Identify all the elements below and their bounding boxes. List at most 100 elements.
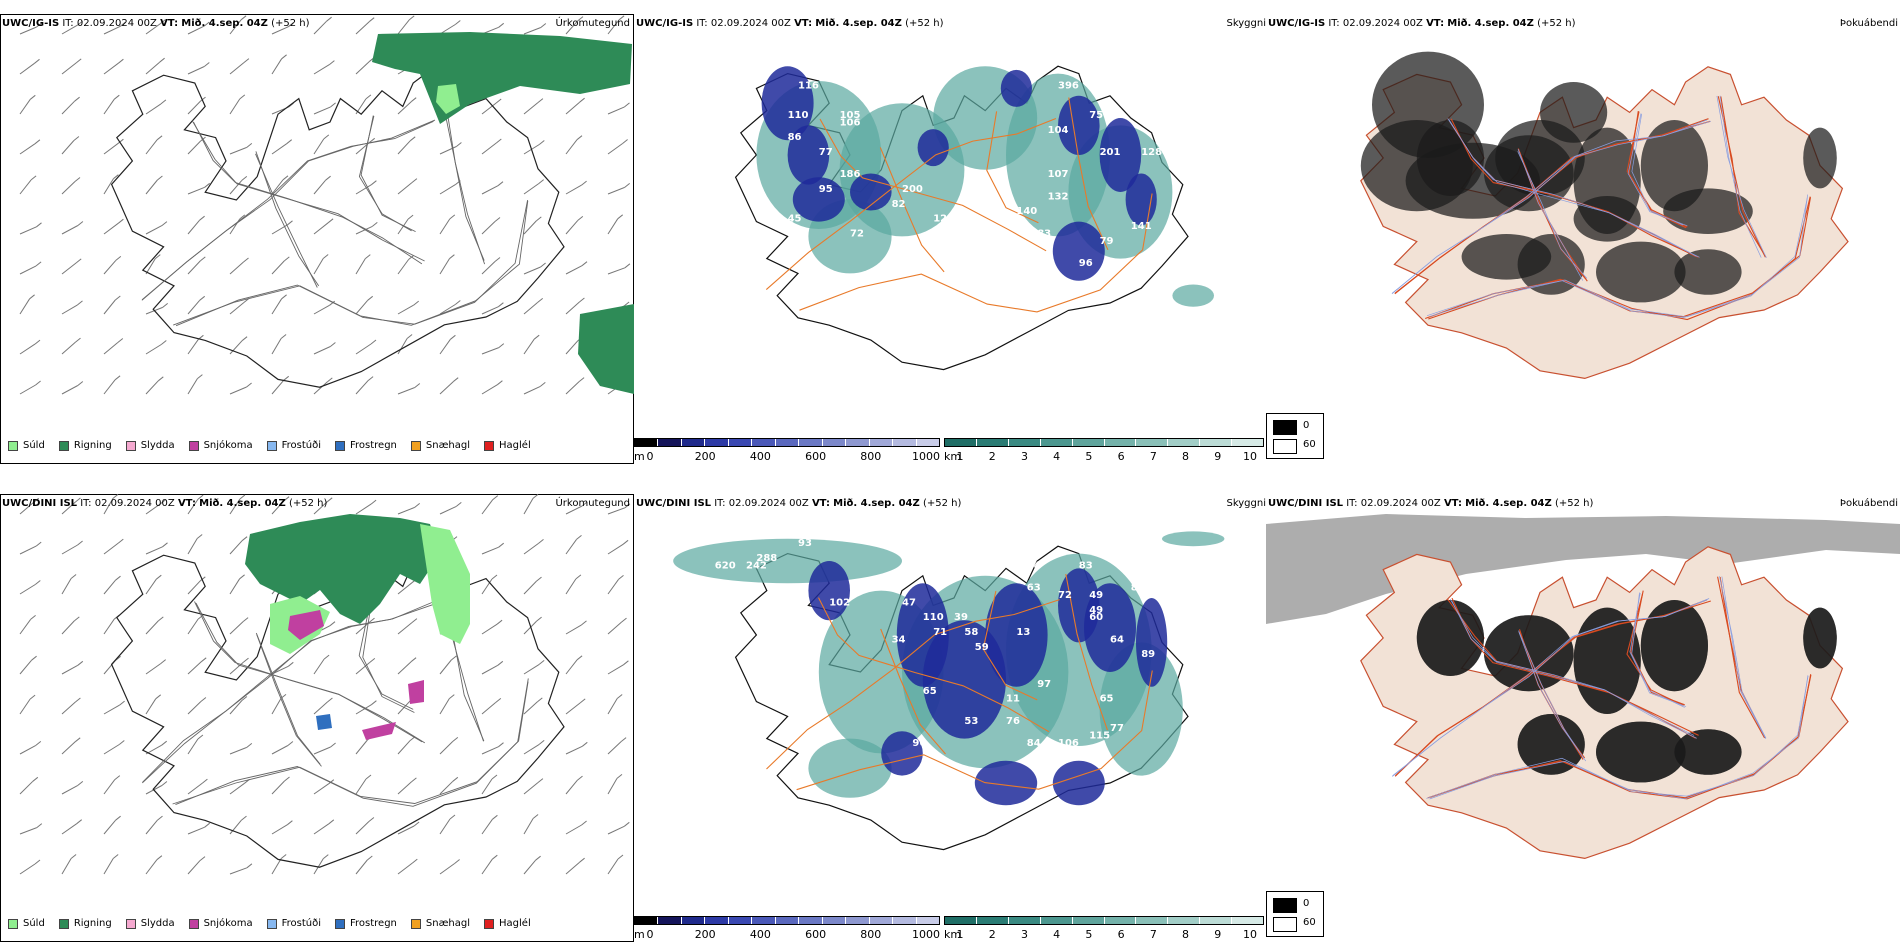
map-header: UWC/IG-IS IT: 02.09.2024 00Z VT: Mið. 4.…: [2, 18, 310, 29]
it-label: IT:: [80, 498, 92, 509]
init-time: 02.09.2024 00Z: [1342, 18, 1423, 29]
fog-map-top: [1360, 51, 1849, 380]
wind-barbs: [19, 15, 631, 395]
legend-label: Frostregn: [350, 440, 397, 451]
model-name: UWC/IG-IS: [636, 18, 694, 29]
legend-item-7: Haglél: [484, 440, 531, 451]
legend-item-5: Frostregn: [335, 440, 397, 451]
cloudbase-labels: 116 110 106 86 77 186 95 45 72 82 200 120 140 396 75 10…: [788, 80, 1163, 269]
cloudbase-areas: [761, 66, 1157, 281]
colorbar-segment: [976, 917, 1009, 924]
legend-label: Haglél: [499, 918, 531, 929]
legend-label: Frostúði: [281, 918, 321, 929]
fog-map-panel-bottom: UWC/DINI ISL IT: 02.09.2024 00Z VT: Mið.…: [1266, 494, 1900, 942]
colorbar-tick: 4: [1053, 928, 1061, 941]
cloudbase-label: 49: [1089, 590, 1103, 601]
map-title: Úrkomutegund: [555, 18, 630, 29]
precip-type-legend: Súld Rigning Slydda Snjókoma Frostúði Frostre…: [8, 918, 545, 929]
it-label: IT:: [714, 498, 726, 509]
precip-map-panel-top: UWC/IG-IS IT: 02.09.2024 00Z VT: Mið. 4.…: [0, 14, 634, 464]
valid-time: Mið. 4.sep. 04Z: [199, 498, 286, 509]
cloudbase-label: 75: [1089, 110, 1103, 121]
cloudbase-label: 396: [1058, 80, 1079, 91]
legend-label: Frostúði: [281, 440, 321, 451]
colorbar-segment: [1008, 439, 1041, 446]
cloudbase-label: 93: [798, 538, 812, 549]
legend-item-4: Frostúði: [266, 440, 321, 451]
cloudbase-visibility-panel-top: 116 110 106 86 77 186 95 45 72 82 200 120 140 396 75 10…: [634, 14, 1266, 464]
colorbar-segment: [893, 439, 917, 446]
colorbar-strip: [944, 438, 1264, 447]
cloudbase-label: 49: [1089, 605, 1103, 616]
fog-map-panel-top: UWC/IG-IS IT: 02.09.2024 00Z VT: Mið. 4.…: [1266, 14, 1900, 464]
init-time: 02.09.2024 00Z: [94, 498, 175, 509]
legend-swatch: [266, 918, 277, 929]
colorbar-segment: [1232, 917, 1264, 924]
it-label: IT:: [696, 18, 708, 29]
model-name: UWC/DINI ISL: [636, 498, 712, 509]
drizzle-area: [420, 524, 470, 644]
legend-swatch: [125, 918, 136, 929]
cloudbase-label: 72: [850, 228, 864, 239]
colorbar-tick: 800: [860, 928, 882, 941]
colorbar-segment: [658, 917, 682, 924]
cloudbase-label: 200: [902, 184, 923, 195]
lead-time: (+52 h): [922, 498, 962, 509]
map-header: UWC/DINI ISL IT: 02.09.2024 00Z VT: Mið.…: [636, 498, 961, 509]
rain-area-se: [578, 304, 634, 394]
cloudbase-label: 115: [1089, 731, 1110, 742]
legend-swatch: [335, 918, 345, 929]
legend-item-5: Frostregn: [335, 918, 397, 929]
drizzle-area: [436, 84, 460, 114]
cloudbase-label: 141: [1131, 221, 1152, 232]
map-title: Þokuábendi: [1839, 498, 1898, 509]
vt-label: VT:: [1443, 498, 1462, 509]
colorbar-tick: 9: [1214, 450, 1222, 463]
cloudbase-label: 34: [892, 634, 906, 645]
colorbar-segment: [916, 917, 940, 924]
cloudbase-label: 106: [1058, 738, 1079, 749]
map-title: Skyggni: [1226, 18, 1266, 29]
legend-swatch: [266, 440, 277, 451]
cloudbase-label: 64: [1110, 634, 1124, 645]
colorbar-tick: 800: [860, 450, 882, 463]
fog-high-swatch: [1273, 439, 1297, 454]
map-title: Úrkomutegund: [555, 498, 630, 509]
cloudbase-label: 83: [1079, 560, 1093, 571]
colorbar-strip: [944, 916, 1264, 925]
colorbar-tick: 200: [694, 450, 716, 463]
colorbar-tick: 3: [1020, 928, 1028, 941]
cloudbase-label: 65: [1100, 694, 1114, 705]
valid-time: Mið. 4.sep. 04Z: [1447, 18, 1534, 29]
colorbar-segment: [869, 917, 894, 924]
model-name: UWC/DINI ISL: [1268, 498, 1344, 509]
colorbar-segment: [705, 917, 729, 924]
colorbar-tick: 9: [1214, 928, 1222, 941]
cloudbase-label: 59: [975, 642, 989, 653]
legend-label: Snæhagl: [425, 440, 471, 451]
colorbar-segment: [681, 439, 706, 446]
colorbar-segment: [1136, 917, 1169, 924]
colorbar-segment: [822, 917, 847, 924]
iceland-outline: [110, 66, 565, 388]
cloudbase-label: 53: [964, 716, 978, 727]
colorbar-tick: 2: [988, 928, 996, 941]
legend-swatch: [58, 918, 69, 929]
cloudbase-label: 128: [1141, 147, 1162, 158]
legend-label: Rigning: [73, 440, 112, 451]
colorbar-segment: [1168, 917, 1201, 924]
cloudbase-label: 140: [1016, 206, 1037, 217]
legend-swatch: [410, 440, 421, 451]
legend-label: Frostregn: [350, 918, 397, 929]
it-label: IT:: [1346, 498, 1358, 509]
cloudbase-label: 201: [1100, 147, 1121, 158]
colorbar-segment: [752, 917, 776, 924]
precip-type-legend: Súld Rigning Slydda Snjókoma Frostúði Frostre…: [8, 440, 545, 451]
fog-areas: [1360, 51, 1837, 303]
fog-areas: [1416, 600, 1837, 783]
colorbar-segment: [1008, 917, 1041, 924]
legend-swatch: [410, 918, 421, 929]
colorbar-segment: [869, 439, 894, 446]
cloudbase-label: 77: [819, 147, 833, 158]
